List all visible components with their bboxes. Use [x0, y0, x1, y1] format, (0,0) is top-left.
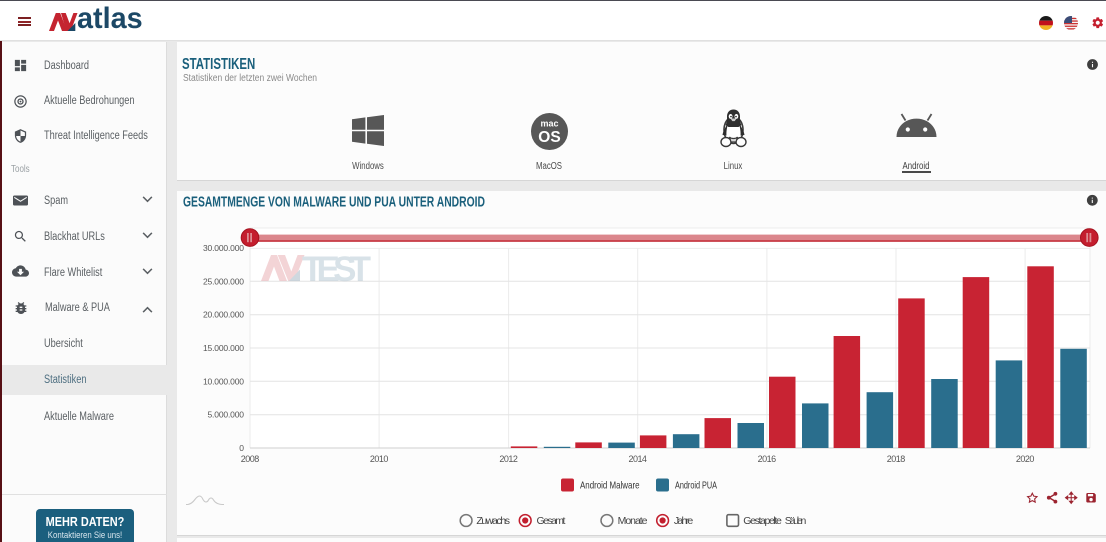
svg-text:Zuwachs: Zuwachs [476, 515, 510, 527]
svg-text:TEST: TEST [302, 250, 371, 289]
svg-text:2012: 2012 [499, 454, 517, 464]
svg-text:2020: 2020 [1016, 454, 1035, 464]
svg-text:Android Malware: Android Malware [580, 480, 640, 492]
svg-text:Monate: Monate [618, 515, 648, 527]
svg-text:10.000.000: 10.000.000 [203, 376, 244, 386]
svg-text:Gestapelte: Gestapelte [743, 515, 782, 527]
svg-text:2018: 2018 [887, 454, 906, 464]
svg-text:2008: 2008 [241, 454, 260, 464]
svg-text:GESAMTMENGE VON MALWARE UND PU: GESAMTMENGE VON MALWARE UND PUA UNTER AN… [183, 195, 485, 211]
svg-text:2010: 2010 [370, 454, 389, 464]
svg-text:mac: mac [540, 118, 558, 128]
svg-text:Gesamt: Gesamt [537, 515, 566, 527]
svg-text:2014: 2014 [628, 454, 647, 464]
svg-text:2016: 2016 [758, 454, 777, 464]
svg-text:25.000.000: 25.000.000 [203, 276, 244, 286]
svg-text:5.000.000: 5.000.000 [208, 410, 245, 420]
svg-text:Jahre: Jahre [674, 515, 693, 527]
svg-text:Säulen: Säulen [785, 515, 807, 527]
svg-text:30.000.000: 30.000.000 [203, 243, 244, 253]
svg-text:0: 0 [239, 443, 244, 453]
svg-text:OS: OS [538, 129, 560, 146]
svg-text:Android PUA: Android PUA [675, 480, 717, 492]
svg-text:15.000.000: 15.000.000 [203, 343, 244, 353]
svg-text:20.000.000: 20.000.000 [203, 310, 244, 320]
